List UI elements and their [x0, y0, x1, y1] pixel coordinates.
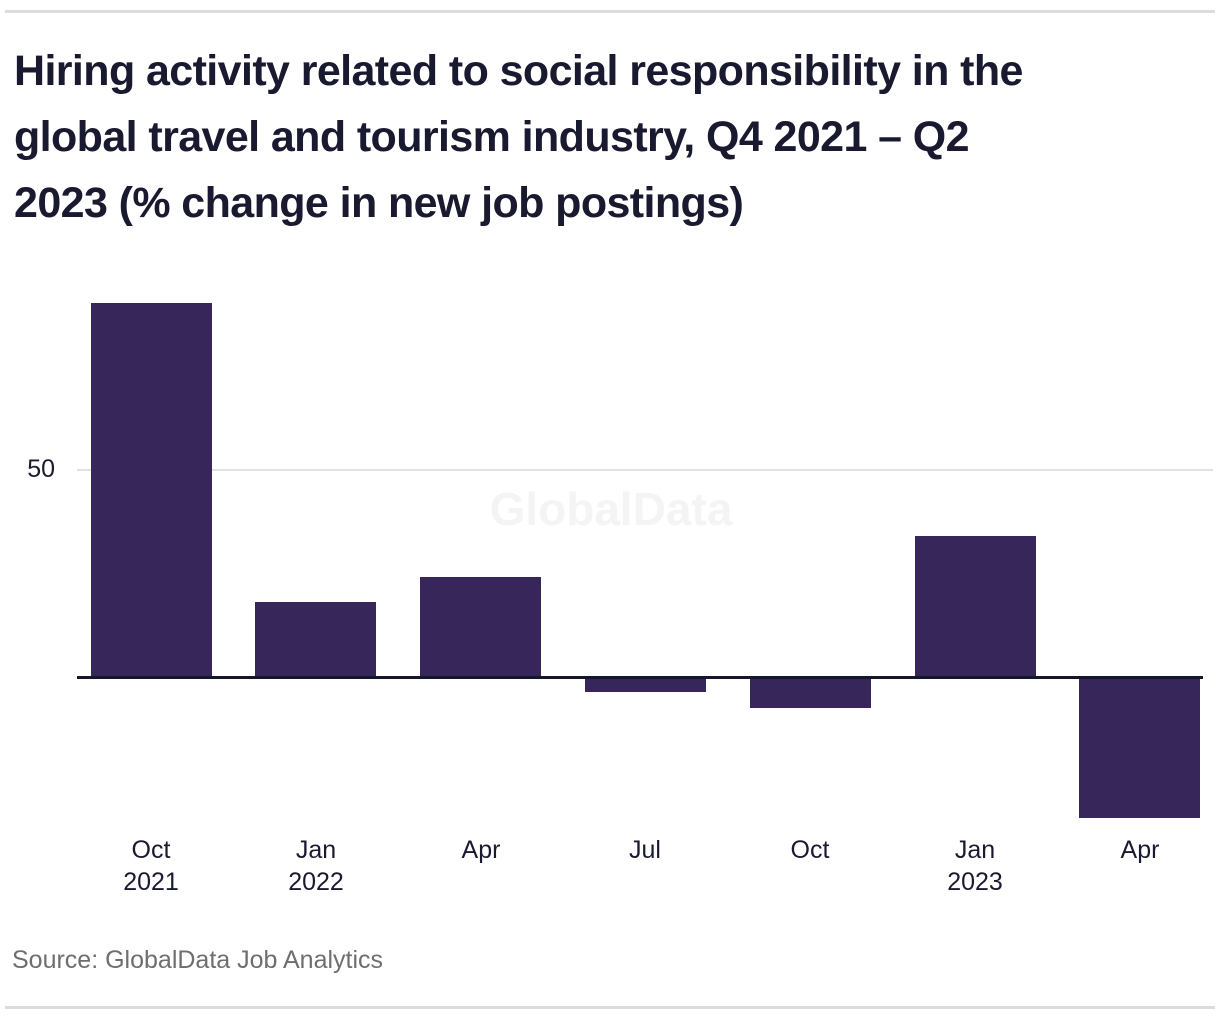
x-tick-label-line: Oct [790, 836, 830, 864]
x-tick-label-line: Oct [131, 836, 171, 864]
gridline-50 [77, 469, 1213, 471]
x-tick-label-jul-2022: Jul [565, 834, 725, 866]
top-rule [5, 10, 1215, 13]
axis-zero-line [77, 675, 1203, 679]
x-tick-label-apr-2023: Apr [1060, 834, 1220, 866]
x-tick-label-line: Jul [629, 836, 661, 864]
x-tick-label-line: 2022 [288, 868, 344, 896]
x-tick-label-line: Apr [461, 836, 501, 864]
x-tick-label-line: Jan [954, 836, 996, 864]
x-tick-label-line: Jan [295, 836, 337, 864]
bar-jul-2022 [585, 677, 706, 692]
x-tick-label-oct-2022: Oct [730, 834, 890, 866]
x-tick-label-oct-2021: Oct 2021 [71, 834, 231, 898]
bar-oct-2021 [91, 303, 212, 677]
x-tick-label-line: 2023 [947, 868, 1003, 896]
bar-apr-2022 [420, 577, 541, 677]
x-tick-label-jan-2022: Jan 2022 [236, 834, 396, 898]
bar-apr-2023 [1079, 677, 1200, 818]
bar-jan-2022 [255, 602, 376, 677]
bar-jan-2023 [915, 536, 1036, 677]
source-note: Source: GlobalData Job Analytics [12, 946, 384, 974]
x-tick-label-line: 2021 [123, 868, 179, 896]
page-title: Hiring activity related to social respon… [14, 47, 1023, 227]
bar-oct-2022 [750, 677, 871, 708]
x-tick-label-apr-2022: Apr [401, 834, 561, 866]
y-axis-tick-label: 50 [27, 455, 55, 483]
x-tick-label-line: Apr [1120, 836, 1160, 864]
x-tick-label-jan-2023: Jan 2023 [895, 834, 1055, 898]
bottom-rule [5, 1006, 1215, 1009]
watermark: GlobalData [489, 483, 733, 535]
